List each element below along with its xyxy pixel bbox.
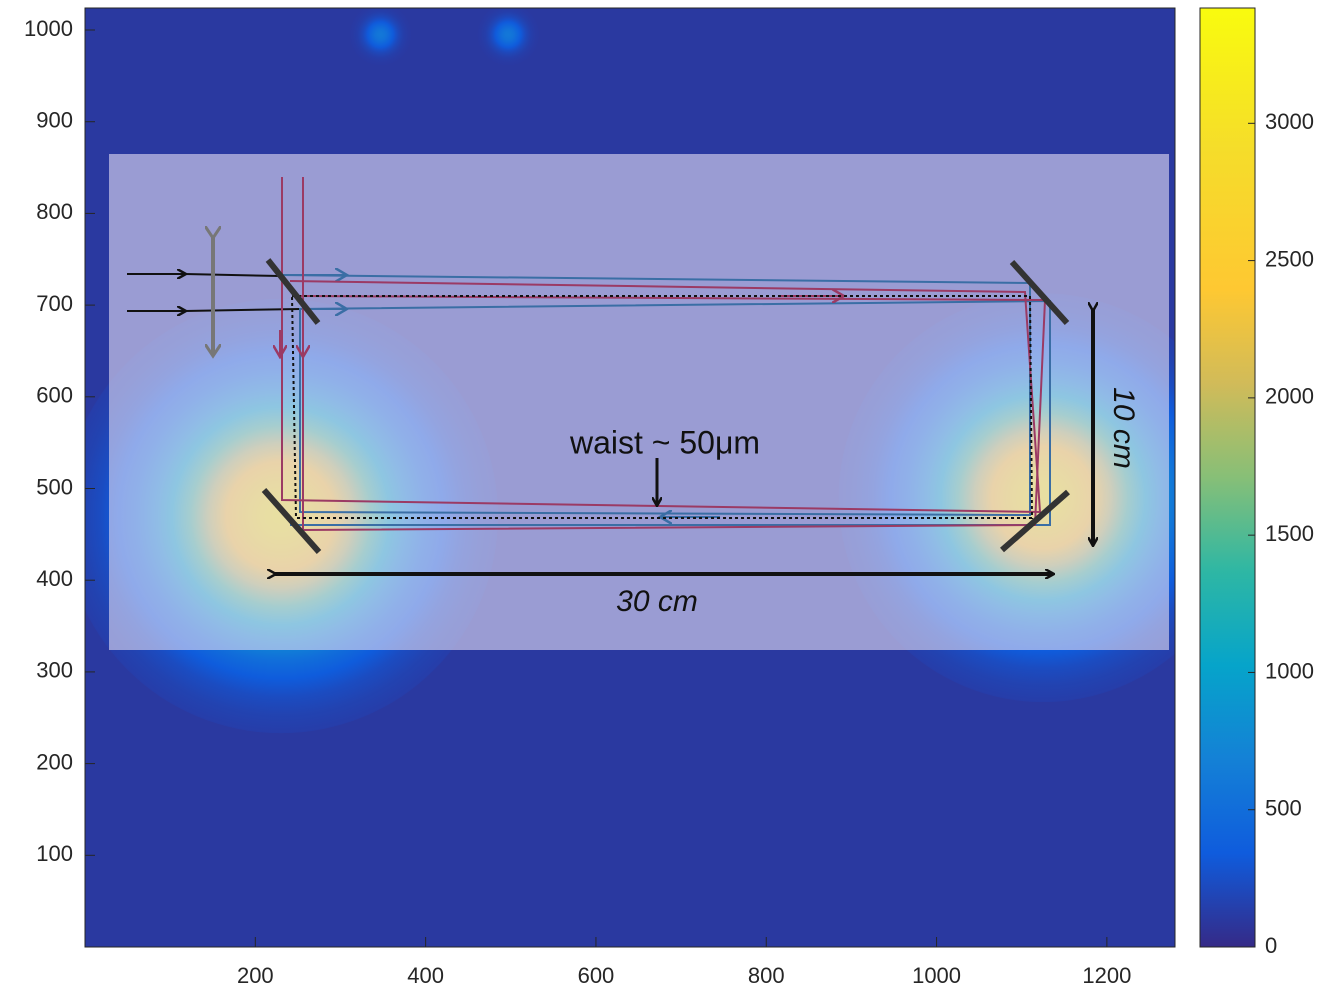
page: {"chart_data": { "type": "heatmap", "col… [0,0,1328,990]
colorbar [1200,8,1255,947]
y-tick-label: 400 [36,566,73,591]
intensity-spot [478,4,539,65]
colorbar-tick-label: 2500 [1265,246,1314,271]
colorbar-tick-label: 3000 [1265,109,1314,134]
height-label: 10 cm [1107,387,1140,469]
y-tick-label: 1000 [24,16,73,41]
y-tick-label: 800 [36,199,73,224]
y-tick-label: 700 [36,291,73,316]
y-tick-label: 600 [36,383,73,408]
chart: waist ~ 50μm 30 cm 10 cm 200 400 600 800 100… [0,0,1328,990]
width-label: 30 cm [616,585,698,618]
y-tick-label: 300 [36,658,73,683]
cavity-diagram: waist ~ 50μm 30 cm 10 cm [109,154,1169,650]
y-tick-label: 500 [36,474,73,499]
colorbar-tick-label: 1500 [1265,521,1314,546]
y-tick-label: 200 [36,749,73,774]
y-tick-label: 900 [36,108,73,133]
x-tick-label: 1200 [1082,963,1131,988]
x-tick-label: 1000 [912,963,961,988]
x-tick-label: 200 [237,963,274,988]
colorbar-tick-label: 1000 [1265,658,1314,683]
x-tick-label: 600 [578,963,615,988]
colorbar-tick-label: 500 [1265,796,1302,821]
waist-label: waist ~ 50μm [569,424,760,460]
colorbar-tick-label: 0 [1265,933,1277,958]
y-tick-label: 100 [36,841,73,866]
colorbar-tick-label: 2000 [1265,384,1314,409]
x-tick-label: 800 [748,963,785,988]
x-tick-label: 400 [407,963,444,988]
intensity-spot [350,4,411,65]
